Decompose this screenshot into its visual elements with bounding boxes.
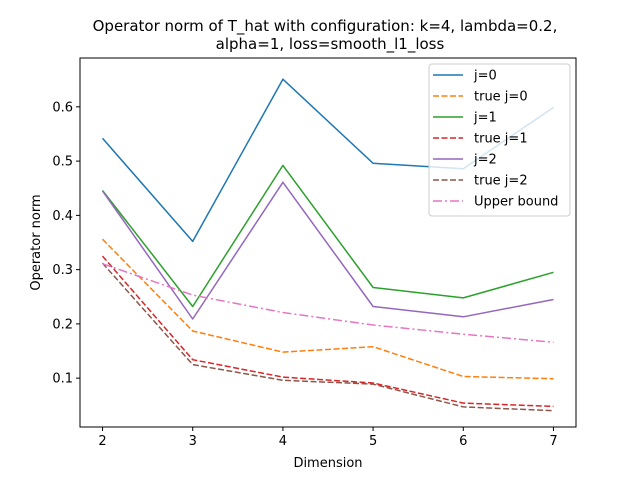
series-line-5 [101, 262, 554, 412]
series-line-2 [101, 164, 554, 308]
legend-label-3: true j=1 [474, 132, 528, 147]
legend-label-0: j=0 [473, 69, 497, 84]
x-tick-label: 6 [459, 434, 467, 449]
legend-label-6: Upper bound [474, 195, 558, 210]
x-tick-label: 7 [549, 434, 557, 449]
chart-title-line1: Operator norm of T_hat with configuratio… [93, 17, 558, 36]
y-tick-label: 0.1 [52, 372, 73, 387]
axes-frame [79, 57, 577, 428]
y-tick-label: 0.4 [52, 209, 73, 224]
x-axis-label: Dimension [293, 456, 362, 471]
y-tick-label: 0.6 [52, 100, 73, 115]
y-tick-label: 0.3 [52, 263, 73, 278]
legend-frame [428, 63, 571, 217]
series-layer [101, 78, 554, 412]
series-line-3 [101, 255, 554, 408]
legend-label-1: true j=0 [474, 90, 528, 105]
x-tick-label: 4 [279, 434, 287, 449]
legend-entries: j=0 true j=0 j=1 true j=1 j=2 true j=2 Upper b… [433, 69, 558, 210]
legend-label-2: j=1 [473, 111, 497, 126]
x-axis-ticks: 2 3 4 5 6 7 [98, 427, 558, 449]
series-line-4 [101, 181, 554, 320]
plot-area: 2 3 4 5 6 7 0.1 0.2 0.3 0.4 0.5 0.6 [52, 57, 577, 449]
legend: j=0 true j=0 j=1 true j=1 j=2 true j=2 Upper b… [428, 63, 571, 217]
x-tick-label: 2 [98, 434, 106, 449]
y-axis-ticks: 0.1 0.2 0.3 0.4 0.5 0.6 [52, 100, 80, 387]
y-tick-label: 0.2 [52, 317, 73, 332]
legend-label-4: j=2 [473, 153, 497, 168]
chart-title-line2: alpha=1, loss=smooth_l1_loss [216, 35, 445, 54]
series-line-1 [101, 238, 554, 380]
x-tick-label: 3 [189, 434, 197, 449]
y-tick-label: 0.5 [52, 155, 73, 170]
y-axis-label: Operator norm [29, 194, 44, 290]
legend-label-5: true j=2 [474, 174, 528, 189]
x-tick-label: 5 [369, 434, 377, 449]
